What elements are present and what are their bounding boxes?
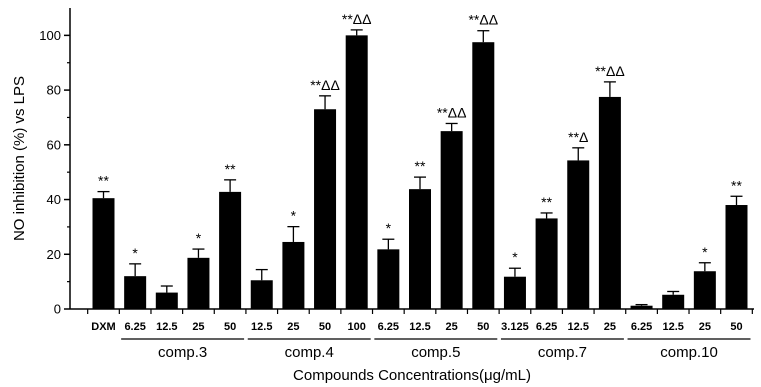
category-label: 3.125 [501,321,529,333]
significance-label: ** [98,173,109,189]
significance-label: **ΔΔ [342,11,372,27]
bar [472,42,495,310]
bar [124,276,147,309]
bar [92,198,115,309]
bar [693,271,716,309]
bar [630,305,653,309]
category-label: 6.25 [378,321,399,333]
bar [662,294,685,309]
group-label: comp.5 [411,344,460,361]
category-label: 25 [287,321,299,333]
bar [250,280,273,309]
bar [725,205,748,309]
bar [219,191,242,309]
bar [345,35,368,309]
significance-label: * [291,208,297,224]
x-axis [70,308,754,314]
category-label: 12.5 [251,321,272,333]
y-tick-label: 0 [54,302,61,317]
x-axis-title: Compounds Concentrations(μg/mL) [293,367,531,384]
significance-label: **ΔΔ [595,63,625,79]
y-tick-label: 60 [47,137,61,152]
bar [409,189,431,309]
bar [503,276,526,309]
category-label: 25 [192,321,204,333]
significance-label: ** [541,194,552,210]
bar [187,257,210,309]
bar [598,96,621,309]
group-label: comp.10 [660,344,718,361]
category-label: 6.25 [124,321,145,333]
y-tick-label: 80 [47,83,61,98]
y-axis: 0 20 40 60 80 100 [39,8,71,317]
category-label: 25 [699,321,711,333]
bar [567,160,590,309]
significance-label: **ΔΔ [468,12,498,28]
group-label: comp.4 [285,344,334,361]
category-label: 12.5 [156,321,177,333]
category-label: 12.5 [662,321,683,333]
bar [377,249,400,309]
category-label: 50 [477,321,489,333]
category-label: 12.5 [409,321,430,333]
category-labels: DXM 6.25 12.5 25 50 12.5 25 50 100 6.25 12.5 25 50 3.… [91,321,742,333]
group-labels: comp.3 comp.4 comp.5 comp.7 comp.10 [121,338,751,361]
category-label: 50 [319,321,331,333]
y-tick-label: 20 [47,247,61,262]
y-tick-label: 100 [39,28,61,43]
error-bars [97,29,743,306]
group-label: comp.7 [538,344,587,361]
category-label: 100 [348,321,366,333]
bar [282,241,305,309]
group-label: comp.3 [158,344,207,361]
category-label: 6.25 [631,321,652,333]
y-tick-label: 40 [47,192,61,207]
significance-label: * [512,249,518,265]
significance-label: * [386,220,392,236]
significance-label: ** [731,177,742,193]
significance-label: * [702,244,708,260]
category-label: 6.25 [536,321,557,333]
category-label: 12.5 [568,321,589,333]
significance-label: ** [415,158,426,174]
bars [92,35,748,310]
significance-label: * [132,245,138,261]
category-label: DXM [91,321,115,333]
significance-label: **ΔΔ [310,77,340,93]
bar [440,131,463,309]
significance-label: **ΔΔ [437,104,467,120]
significance-label: * [196,230,202,246]
category-label: 25 [446,321,458,333]
bar [155,292,178,309]
y-axis-title: NO inhibition (%) vs LPS [11,76,28,241]
significance-label: ** [225,161,236,177]
category-label: 25 [604,321,616,333]
bar [314,109,337,309]
category-label: 50 [730,321,742,333]
category-label: 50 [224,321,236,333]
bar [535,218,558,309]
significance-labels: *********ΔΔ**ΔΔ*****ΔΔ**ΔΔ*****Δ**ΔΔ*** [98,11,742,265]
significance-label: **Δ [568,129,588,145]
